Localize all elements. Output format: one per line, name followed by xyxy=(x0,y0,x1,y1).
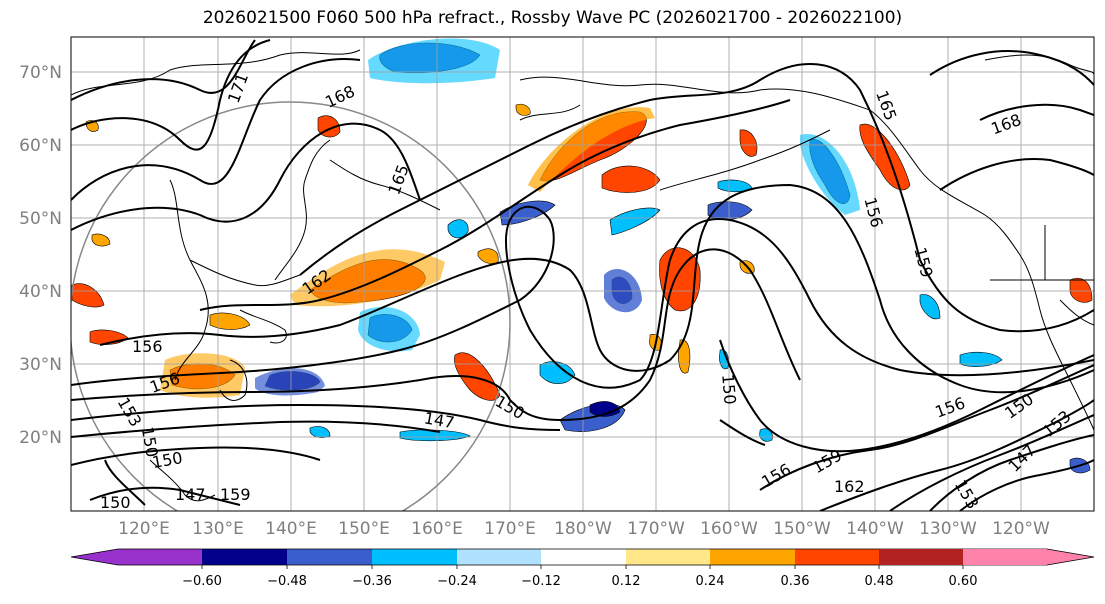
lon-label: 120°E xyxy=(118,519,170,539)
lon-label: 170°E xyxy=(484,519,536,539)
reference-circle xyxy=(71,101,511,511)
colorbar-tick-label: −0.36 xyxy=(352,574,392,589)
contour-label: 159 xyxy=(220,485,251,504)
lat-label: 60°N xyxy=(19,136,62,156)
contour-label: 150 xyxy=(100,493,131,512)
colorbar-segment xyxy=(118,549,202,565)
lon-label: 130°E xyxy=(192,519,244,539)
colorbar-segment xyxy=(879,549,963,565)
map-plot: 171 168 165 162 168 165 156 159 156 156 … xyxy=(71,37,1094,512)
lon-label: 140°W xyxy=(846,519,904,539)
lon-label: 150°E xyxy=(338,519,390,539)
colorbar-segment xyxy=(202,549,287,565)
colorbar-segment xyxy=(541,549,626,565)
colorbar-segment xyxy=(372,549,457,565)
colorbar-segment xyxy=(963,549,1047,565)
colorbar-tick-label: −0.48 xyxy=(267,574,307,589)
lon-label: 150°W xyxy=(773,519,831,539)
height-contours xyxy=(71,39,1094,511)
lat-label: 30°N xyxy=(19,355,62,375)
colorbar-extend-min xyxy=(71,549,118,565)
coastlines xyxy=(71,49,1094,502)
lat-label: 50°N xyxy=(19,209,62,229)
lon-label: 160°E xyxy=(411,519,463,539)
colorbar-tick-label: −0.24 xyxy=(437,574,477,589)
plot-frame xyxy=(70,36,1095,512)
contour-label: 150 xyxy=(718,373,740,405)
colorbar-tick-label: 0.12 xyxy=(612,574,641,589)
colorbar-extend-max xyxy=(1047,549,1094,565)
colorbar-tick-label: 0.24 xyxy=(696,574,725,589)
colorbar: −0.60 −0.48 −0.36 −0.24 −0.12 0.12 0.24 … xyxy=(70,548,1095,589)
colorbar-tick-label: 0.48 xyxy=(865,574,894,589)
colorbar-segment xyxy=(710,549,795,565)
colorbar-ticks xyxy=(201,565,964,569)
colorbar-segment xyxy=(626,549,710,565)
latitude-labels: 70°N 60°N 50°N 40°N 30°N 20°N xyxy=(19,63,62,448)
contour-label: 156 xyxy=(132,337,163,356)
colorbar-tick-label: 0.60 xyxy=(949,574,978,589)
colorbar-tick-label: 0.36 xyxy=(781,574,810,589)
colorbar-tick-label: −0.12 xyxy=(521,574,561,589)
contour-label: 147 xyxy=(175,485,206,504)
colorbar-segment xyxy=(287,549,372,565)
lon-label: 120°W xyxy=(992,519,1050,539)
lat-label: 20°N xyxy=(19,428,62,448)
lon-label: 180°W xyxy=(554,519,612,539)
longitude-labels: 120°E 130°E 140°E 150°E 160°E 170°E 180°… xyxy=(118,519,1050,539)
lon-label: 140°E xyxy=(265,519,317,539)
colorbar-segment xyxy=(795,549,879,565)
lat-label: 70°N xyxy=(19,63,62,83)
contour-label: 162 xyxy=(834,477,865,496)
map-title: 2026021500 F060 500 hPa refract., Rossby… xyxy=(202,8,903,28)
lon-label: 160°W xyxy=(700,519,758,539)
colorbar-tick-label: −0.60 xyxy=(182,574,222,589)
lat-label: 40°N xyxy=(19,282,62,302)
lon-label: 170°W xyxy=(627,519,685,539)
colorbar-segment xyxy=(457,549,541,565)
lon-label: 130°W xyxy=(919,519,977,539)
